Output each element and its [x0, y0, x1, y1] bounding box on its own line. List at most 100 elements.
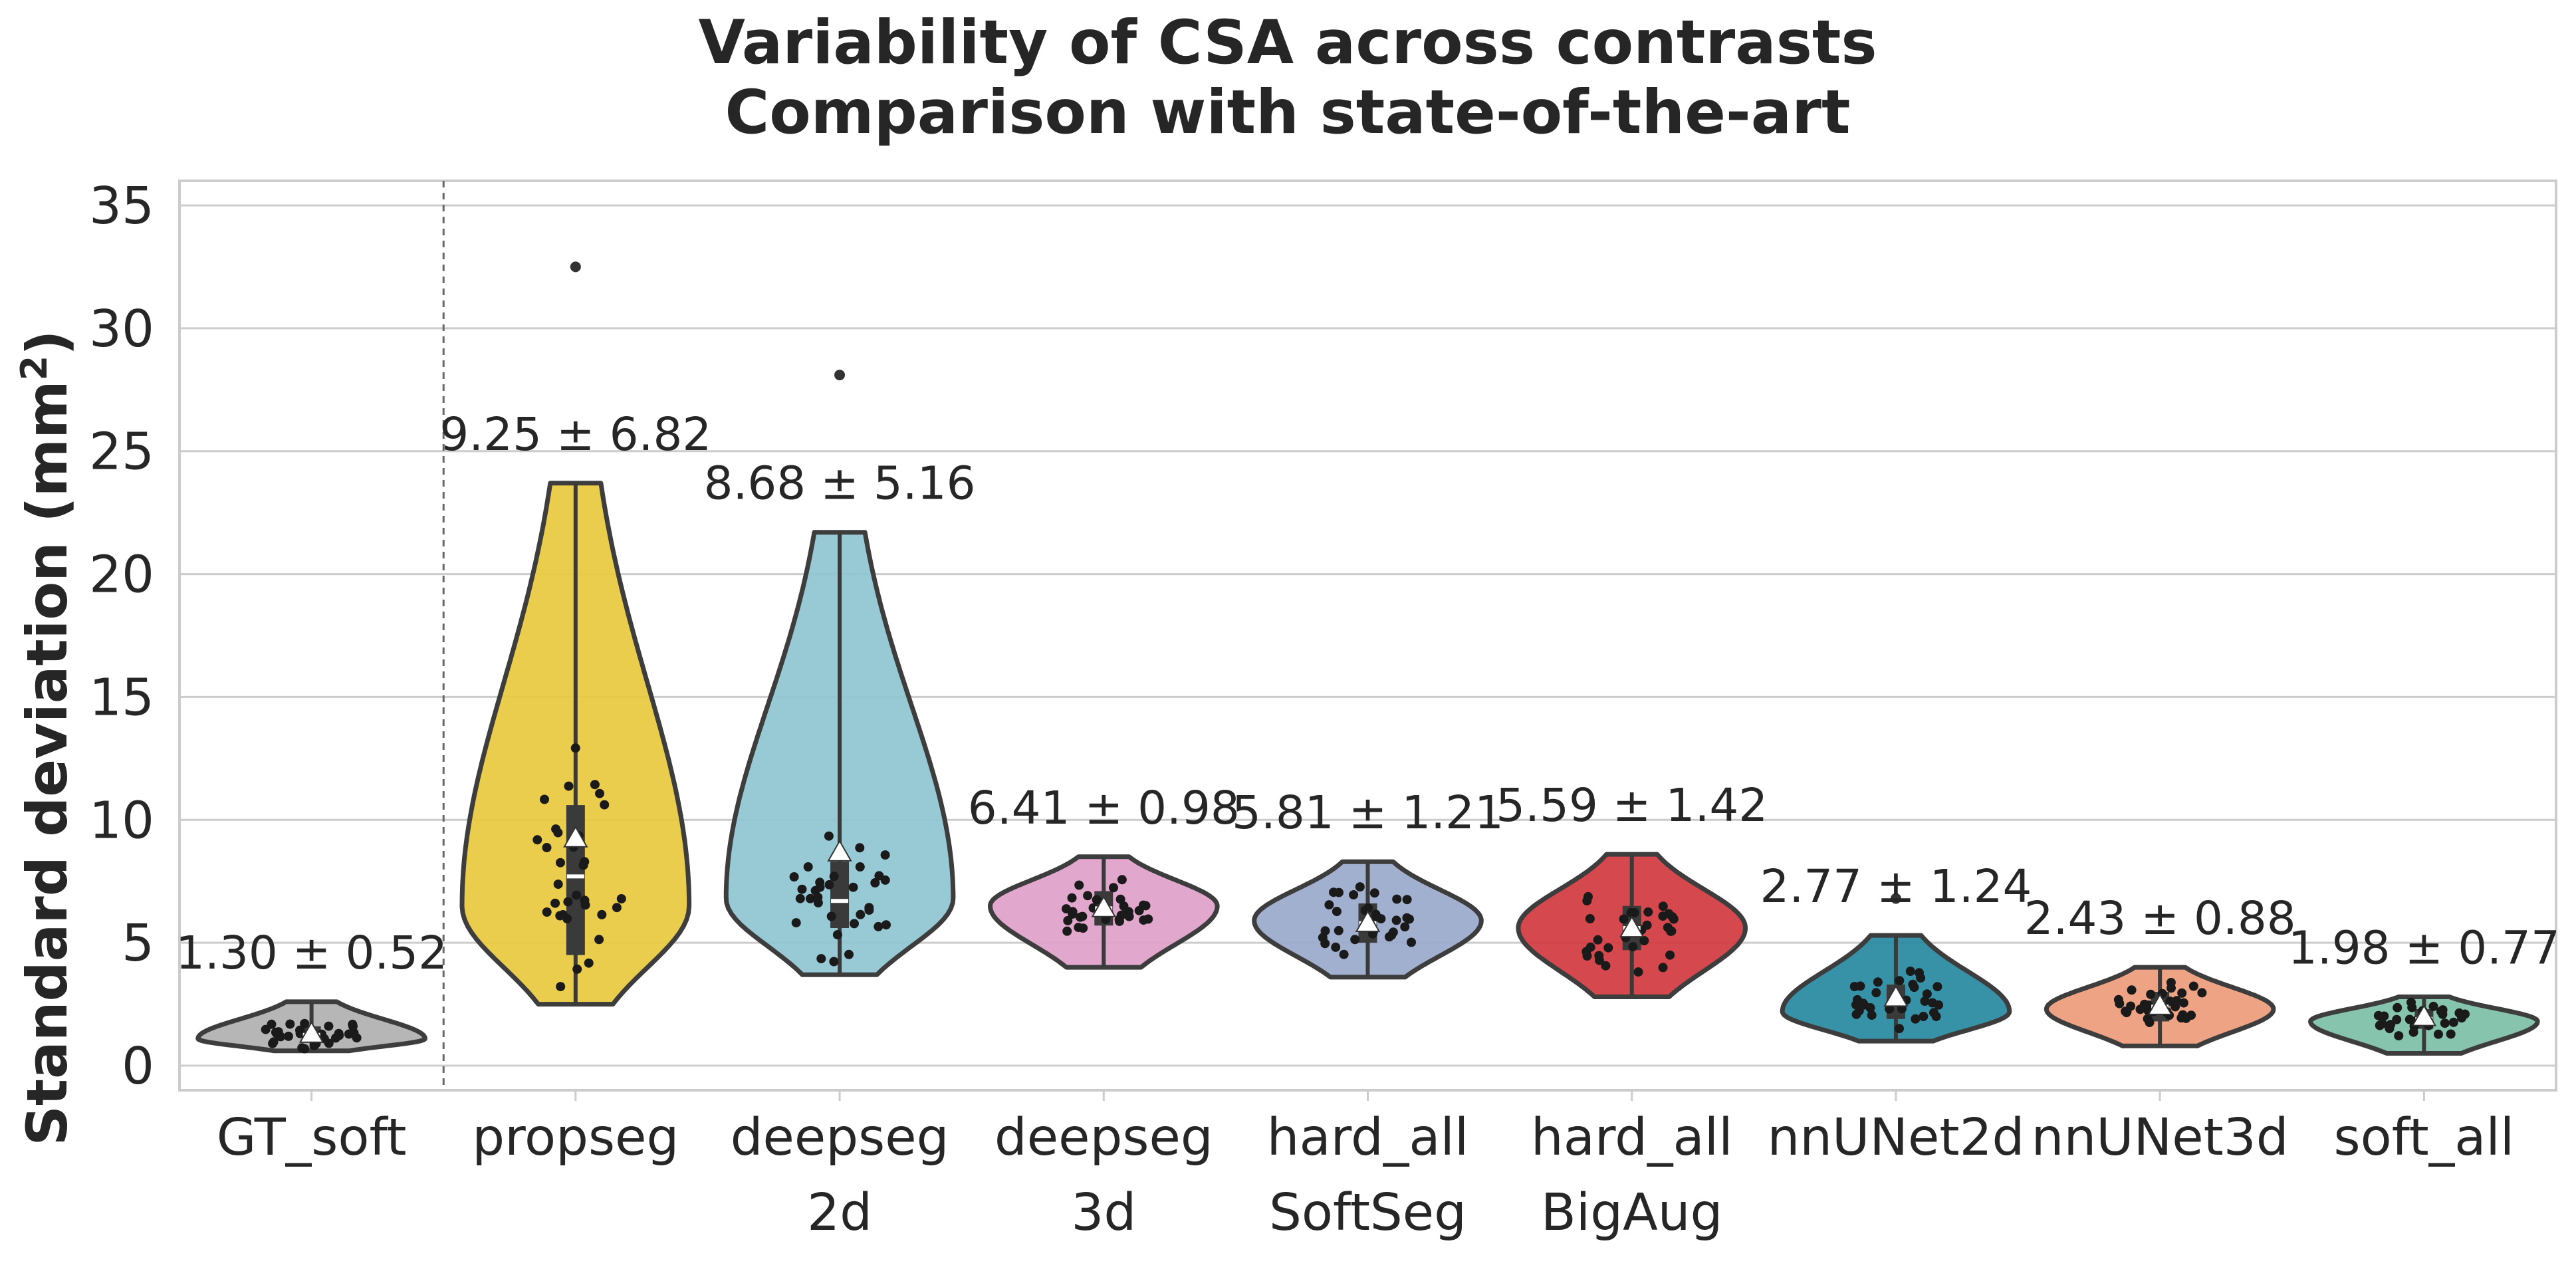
- data-point: [1400, 922, 1410, 932]
- data-point: [870, 878, 880, 887]
- data-point: [2178, 998, 2188, 1008]
- data-point: [1116, 910, 1126, 920]
- data-point: [855, 843, 865, 853]
- data-point: [1927, 998, 1937, 1008]
- data-point: [1582, 896, 1592, 905]
- data-point: [874, 871, 884, 881]
- mean-std-annotation: 6.41 ± 0.98: [968, 782, 1240, 835]
- data-point: [1391, 915, 1401, 925]
- x-tick-label: 2d: [807, 1183, 872, 1242]
- mean-std-annotation: 8.68 ± 5.16: [704, 457, 976, 511]
- data-point: [1629, 908, 1639, 918]
- data-point: [1603, 943, 1613, 953]
- mean-std-annotation: 1.98 ± 0.77: [2288, 922, 2560, 975]
- mean-std-annotation: 2.77 ± 1.24: [1760, 860, 2032, 913]
- data-point: [578, 860, 588, 870]
- mean-std-annotation: 5.59 ± 1.42: [1496, 779, 1768, 832]
- data-point: [542, 907, 552, 917]
- data-point: [1895, 1024, 1904, 1034]
- outlier-point: [1890, 893, 1901, 904]
- data-point: [1658, 901, 1668, 911]
- data-point: [1855, 981, 1865, 991]
- data-point: [1905, 967, 1915, 976]
- data-point: [2115, 998, 2125, 1008]
- data-point: [1854, 1006, 1864, 1016]
- data-point: [1867, 1010, 1877, 1020]
- chart-subtitle: Comparison with state-of-the-art: [725, 78, 1850, 148]
- data-point: [1363, 903, 1373, 913]
- data-point: [2177, 988, 2187, 998]
- data-point: [2457, 1013, 2466, 1023]
- data-point: [284, 1031, 293, 1041]
- x-tick-label: soft_all: [2334, 1108, 2515, 1167]
- data-point: [555, 911, 565, 921]
- data-point: [2448, 1017, 2458, 1027]
- data-point: [1916, 973, 1926, 983]
- data-point: [2145, 1018, 2155, 1027]
- x-tick-label: hard_all: [1531, 1108, 1733, 1167]
- mean-marker: [2411, 1004, 2437, 1026]
- data-point: [570, 743, 580, 753]
- data-point: [824, 831, 834, 841]
- mean-std-annotation: 5.81 ± 1.21: [1232, 786, 1504, 840]
- data-point: [2386, 1020, 2396, 1030]
- data-point: [2394, 1031, 2404, 1041]
- x-tick-label: GT_soft: [217, 1108, 407, 1167]
- data-point: [2438, 1005, 2448, 1015]
- data-point: [594, 935, 604, 945]
- data-point: [1643, 907, 1653, 917]
- data-point: [874, 921, 883, 931]
- data-point: [300, 1018, 310, 1028]
- data-point: [1402, 895, 1412, 905]
- data-point: [1074, 923, 1084, 933]
- data-point: [2172, 996, 2182, 1006]
- data-point: [295, 1028, 305, 1038]
- data-point: [1665, 950, 1675, 960]
- data-point: [324, 1021, 334, 1031]
- data-point: [1658, 963, 1668, 973]
- data-point: [2181, 1013, 2191, 1023]
- data-point: [1074, 880, 1084, 890]
- data-point: [1139, 900, 1148, 910]
- data-point: [1873, 977, 1883, 987]
- data-point: [540, 794, 549, 804]
- data-point: [832, 930, 842, 940]
- data-point: [597, 909, 607, 919]
- data-point: [1067, 893, 1077, 903]
- data-point: [1858, 998, 1868, 1008]
- data-point: [563, 897, 573, 907]
- x-tick-label: hard_all: [1267, 1108, 1469, 1167]
- data-point: [1920, 996, 1930, 1006]
- data-point: [848, 882, 858, 892]
- data-point: [595, 788, 604, 798]
- data-point: [1318, 933, 1328, 943]
- data-point: [2440, 1018, 2450, 1028]
- data-point: [285, 1019, 295, 1029]
- data-point: [1092, 895, 1102, 905]
- data-point: [1911, 1014, 1921, 1024]
- outlier-point: [834, 370, 846, 381]
- data-point: [829, 872, 839, 881]
- data-point: [829, 957, 839, 967]
- data-point: [1119, 901, 1129, 911]
- data-point: [2428, 1001, 2438, 1011]
- data-point: [584, 958, 594, 968]
- data-point: [267, 1019, 277, 1029]
- y-axis-label-close: ): [15, 330, 80, 355]
- data-point: [553, 879, 563, 889]
- data-point: [271, 1027, 281, 1037]
- data-point: [2122, 1006, 2132, 1016]
- data-point: [1633, 967, 1643, 977]
- plot-area: 0 5 10 15 20 25 30 35 GT_soft 1.30 ± 0.52 propseg 9…: [89, 177, 2560, 1242]
- data-point: [2166, 978, 2176, 987]
- y-axis-label-superscript: 2: [13, 356, 55, 381]
- mean-marker: [1355, 910, 1381, 932]
- data-point: [1929, 1008, 1938, 1018]
- data-point: [1068, 909, 1078, 919]
- x-tick-label: deepseg: [995, 1108, 1213, 1167]
- data-point: [600, 800, 610, 810]
- data-point: [334, 1030, 344, 1040]
- data-point: [297, 1043, 307, 1053]
- mean-std-annotation: 2.43 ± 0.88: [2024, 892, 2296, 945]
